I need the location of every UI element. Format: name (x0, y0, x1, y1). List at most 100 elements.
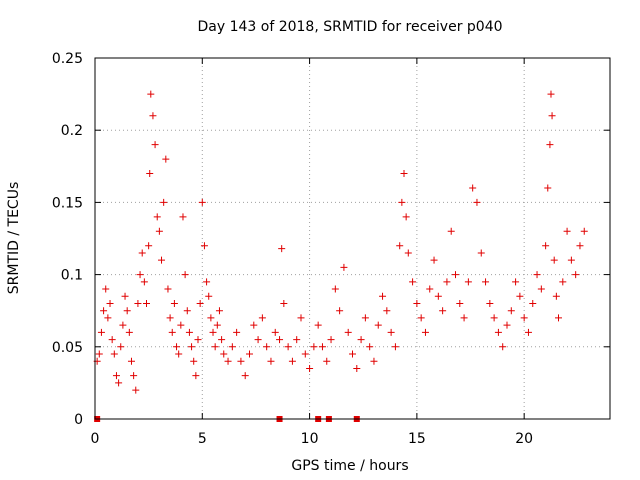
data-point (473, 198, 481, 206)
data-point (192, 372, 200, 380)
data-point (183, 307, 191, 315)
data-point (276, 336, 284, 344)
data-point (327, 336, 335, 344)
x-axis-label: GPS time / hours (291, 458, 408, 474)
data-point (417, 314, 425, 322)
data-point (246, 350, 253, 358)
data-point (173, 343, 181, 351)
data-point (323, 357, 331, 365)
data-point (284, 343, 292, 351)
data-point (421, 328, 429, 336)
data-point (97, 328, 105, 336)
data-point (546, 141, 554, 149)
data-point (121, 292, 129, 300)
data-point (149, 112, 157, 120)
data-point (188, 343, 196, 351)
data-point (567, 256, 575, 264)
data-point (374, 321, 382, 329)
data-point (263, 343, 271, 351)
data-point (547, 90, 555, 98)
data-point (151, 141, 159, 149)
data-point (218, 336, 226, 344)
data-point (117, 343, 125, 351)
data-point (555, 314, 562, 322)
data-point (177, 321, 185, 329)
data-point (544, 184, 552, 192)
data-point (552, 292, 560, 300)
data-point (194, 336, 202, 344)
data-point (404, 249, 412, 257)
data-point (353, 364, 361, 372)
data-point (215, 307, 223, 315)
data-point (503, 321, 511, 329)
data-point (542, 242, 550, 250)
data-point (213, 321, 221, 329)
data-point (198, 198, 206, 206)
data-point (168, 328, 176, 336)
data-point (155, 227, 163, 235)
data-point (499, 343, 507, 351)
data-point (537, 285, 545, 293)
plot-frame (94, 57, 611, 420)
data-point (314, 321, 322, 329)
data-point (134, 299, 142, 307)
x-tick-label: 15 (408, 431, 426, 447)
data-point (349, 350, 356, 358)
data-point (331, 285, 339, 293)
data-point (306, 364, 314, 372)
data-point (207, 314, 215, 322)
data-point (127, 357, 135, 365)
data-point (140, 278, 148, 286)
data-point (580, 227, 588, 235)
data-point (336, 307, 344, 315)
y-axis-label: SRMTID / TECUs (6, 182, 22, 295)
data-point (146, 170, 154, 178)
data-point (456, 299, 464, 307)
data-point (267, 357, 275, 365)
x-tick-label: 0 (91, 431, 100, 447)
data-point (205, 292, 213, 300)
data-point (318, 343, 326, 351)
data-point (426, 285, 434, 293)
data-point (550, 256, 558, 264)
data-point (439, 307, 447, 315)
data-point (370, 357, 378, 365)
data-point (490, 314, 498, 322)
data-point (379, 292, 387, 300)
data-point (138, 249, 146, 257)
data-point (160, 198, 168, 206)
data-point (391, 343, 399, 351)
data-point (100, 307, 108, 315)
data-point (486, 299, 494, 307)
data-point (572, 271, 580, 279)
data-point (130, 372, 138, 380)
data-point (164, 285, 172, 293)
data-point (447, 227, 455, 235)
data-point (153, 213, 161, 221)
data-point (361, 314, 369, 322)
data-point (301, 350, 309, 358)
data-point (258, 314, 266, 322)
data-point (512, 278, 520, 286)
data-point (175, 350, 183, 358)
data-point (132, 386, 140, 394)
data-point (460, 314, 468, 322)
data-point (136, 271, 144, 279)
x-tick-label: 5 (198, 431, 207, 447)
data-point (110, 350, 118, 358)
data-point (179, 213, 187, 221)
data-point (559, 278, 567, 286)
data-point (190, 357, 198, 365)
data-point (119, 321, 127, 329)
data-point (166, 314, 174, 322)
data-point (563, 227, 571, 235)
x-tick-label: 10 (301, 431, 319, 447)
data-point (106, 299, 114, 307)
data-point (548, 112, 556, 120)
data-point (366, 343, 374, 351)
data-point (185, 328, 193, 336)
data-point (482, 278, 490, 286)
data-point (200, 242, 208, 250)
y-axis-ticks: 0 0.05 0.1 0.15 0.2 0.25 (52, 51, 610, 428)
